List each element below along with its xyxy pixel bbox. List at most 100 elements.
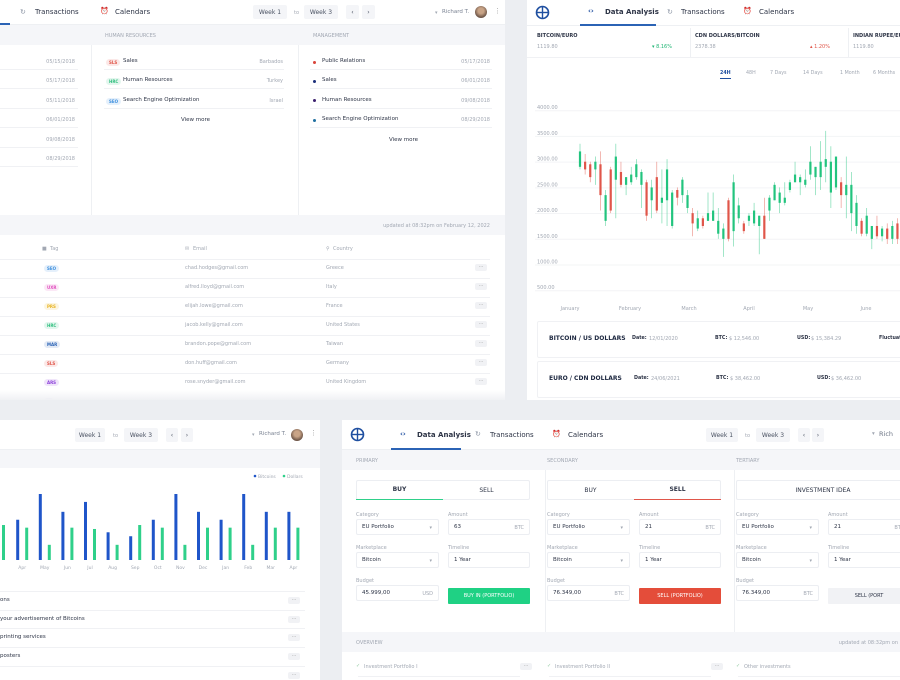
tab-calendars[interactable]: Calendars [759, 8, 795, 16]
bar-bitcoins[interactable] [16, 519, 20, 560]
overview-item[interactable]: Investment Portfolio I [364, 664, 418, 670]
column-header-email[interactable]: Email [193, 246, 207, 252]
week-from-select[interactable]: Week 1 [75, 428, 105, 442]
timeframe-tab[interactable]: 48H [746, 71, 756, 76]
hr-view-more-link[interactable]: View more [181, 117, 211, 123]
bar-dollars[interactable] [93, 528, 96, 560]
timeframe-tab[interactable]: 1 Month [840, 71, 860, 76]
bar-dollars[interactable] [70, 527, 74, 560]
week-from-select[interactable]: Week 1 [253, 5, 287, 19]
tab-sell[interactable]: SELL [634, 480, 721, 500]
ticker-pair[interactable]: INDIAN RUPEE/EURO [853, 33, 900, 39]
amount-input[interactable]: 21 BTC [828, 519, 900, 535]
overview-item[interactable]: Other investments [744, 664, 791, 670]
action-button[interactable]: SELL (PORTFOLIO) [639, 588, 721, 604]
tab-transactions[interactable]: Transactions [35, 8, 79, 16]
bar-dollars[interactable] [296, 527, 300, 560]
management-item-label[interactable]: Public Relations [322, 58, 366, 64]
row-menu-button[interactable]: ··· [475, 321, 487, 328]
category-select[interactable]: EU Portfolio ▾ [356, 519, 439, 535]
avatar[interactable] [475, 6, 487, 18]
hr-item-label[interactable]: Sales [123, 58, 138, 64]
hr-item-label[interactable]: Search Engine Optimization [123, 96, 200, 103]
bar-bitcoins[interactable] [264, 511, 268, 560]
user-name[interactable]: Rich [879, 430, 894, 438]
timeline-input[interactable]: 1 Year [828, 552, 900, 568]
week-to-select[interactable]: Week 3 [304, 5, 338, 19]
tab-transactions[interactable]: Transactions [681, 8, 725, 16]
overview-item-menu-button[interactable]: ··· [711, 663, 723, 670]
chevron-right-icon[interactable]: › [812, 428, 824, 442]
budget-input[interactable]: 76.349,00 BTC [736, 585, 819, 601]
timeline-input[interactable]: 1 Year [448, 552, 530, 568]
chevron-left-icon[interactable]: ‹ [798, 428, 810, 442]
tab-investment-idea[interactable]: INVESTMENT IDEA [795, 486, 851, 494]
row-menu-button[interactable]: ··· [475, 264, 487, 271]
row-menu-button[interactable]: ··· [475, 378, 487, 385]
bar-bitcoins[interactable] [197, 511, 200, 560]
action-button[interactable]: SELL (PORT [828, 588, 900, 604]
ticker-pair[interactable]: CDN DOLLARS/BITCOIN [695, 33, 760, 39]
chevron-left-icon[interactable]: ‹ [166, 428, 178, 442]
bar-bitcoins[interactable] [129, 536, 133, 560]
bar-bitcoins[interactable] [61, 511, 65, 560]
bar-bitcoins[interactable] [84, 501, 87, 560]
budget-input[interactable]: 76.349,00 BTC [547, 585, 630, 601]
marketplace-select[interactable]: Bitcoin ▾ [736, 552, 819, 568]
email-cell[interactable]: brandon.pope@gmail.com [185, 341, 252, 347]
week-to-select[interactable]: Week 3 [756, 428, 790, 442]
list-item[interactable]: posters [0, 653, 21, 660]
bar-bitcoins[interactable] [287, 511, 291, 560]
bar-dollars[interactable] [183, 544, 187, 560]
chevron-right-icon[interactable]: › [181, 428, 193, 442]
row-menu-button[interactable]: ··· [475, 359, 487, 366]
bar-bitcoins[interactable] [106, 532, 110, 560]
bar-dollars[interactable] [160, 527, 164, 560]
timeframe-tab[interactable]: 14 Days [803, 71, 823, 76]
timeframe-tab[interactable]: 24H [720, 71, 731, 79]
pair-row[interactable] [537, 321, 900, 358]
column-header-tag[interactable]: Tag [50, 246, 59, 252]
email-cell[interactable]: don.huff@gmail.com [185, 360, 237, 366]
week-to-select[interactable]: Week 3 [124, 428, 158, 442]
email-cell[interactable]: chad.hodges@gmail.com [185, 265, 249, 271]
list-item-menu-button[interactable]: ··· [288, 597, 300, 604]
overview-item-menu-button[interactable]: ··· [520, 663, 532, 670]
overview-item[interactable]: Investment Portfolio II [555, 664, 611, 670]
timeline-input[interactable]: 1 Year [639, 552, 721, 568]
bar-dollars[interactable] [251, 544, 255, 560]
user-dropdown-caret-icon[interactable]: ▾ [435, 10, 438, 16]
budget-input[interactable]: 45.999,00 USD [356, 585, 439, 601]
ticker-pair[interactable]: BITCOIN/EURO [537, 33, 578, 39]
timeframe-tab[interactable]: 7 Days [770, 71, 787, 76]
user-name[interactable]: Richard T. [442, 9, 470, 15]
tab-buy[interactable]: BUY [584, 486, 597, 494]
user-dropdown-caret-icon[interactable]: ▾ [252, 432, 255, 438]
row-menu-button[interactable]: ··· [475, 340, 487, 347]
email-cell[interactable]: alfred.lloyd@gmail.com [185, 284, 245, 290]
amount-input[interactable]: 21 BTC [639, 519, 721, 535]
email-cell[interactable]: elijah.lowe@gmail.com [185, 303, 243, 309]
list-item-menu-button[interactable]: ··· [288, 615, 300, 623]
bar-dollars[interactable] [115, 544, 119, 560]
row-menu-button[interactable]: ··· [475, 283, 487, 290]
bar-dollars[interactable] [206, 527, 209, 560]
kebab-menu-icon[interactable]: ⋮ [494, 7, 501, 15]
avatar[interactable] [291, 429, 303, 441]
marketplace-select[interactable]: Bitcoin ▾ [356, 552, 439, 568]
bar-bitcoins[interactable] [219, 519, 223, 560]
tab-calendars[interactable]: Calendars [115, 8, 151, 16]
category-select[interactable]: EU Portfolio ▾ [547, 519, 630, 535]
management-item-label[interactable]: Human Resources [322, 96, 372, 103]
management-item-label[interactable]: Search Engine Optimization [322, 116, 399, 123]
week-from-select[interactable]: Week 1 [706, 428, 738, 442]
marketplace-select[interactable]: Bitcoin ▾ [547, 552, 630, 568]
kebab-menu-icon[interactable]: ⋮ [310, 429, 317, 437]
management-view-more-link[interactable]: View more [389, 137, 419, 143]
bar-dollars[interactable] [273, 527, 277, 560]
bar-dollars[interactable] [228, 527, 232, 560]
bar-bitcoins[interactable] [38, 494, 42, 560]
bar-bitcoins[interactable] [151, 519, 155, 560]
user-dropdown-caret-icon[interactable]: ▾ [872, 431, 875, 437]
list-item[interactable]: printing services [0, 634, 46, 641]
